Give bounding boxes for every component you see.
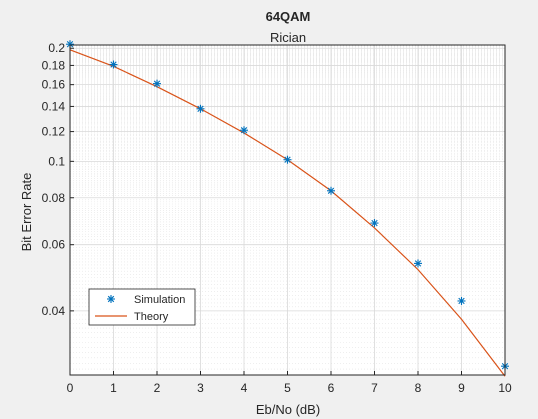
x-tick-label: 8	[415, 381, 422, 395]
y-tick-label: 0.04	[42, 304, 66, 318]
y-tick-label: 0.16	[42, 78, 66, 92]
asterisk-stroke	[153, 80, 161, 87]
asterisk-stroke	[371, 219, 378, 227]
series-layer	[66, 40, 509, 377]
simulation-point	[283, 155, 292, 164]
asterisk-stroke	[458, 297, 465, 305]
x-axis-label: Eb/No (dB)	[256, 402, 320, 417]
y-tick-label: 0.08	[42, 191, 66, 205]
x-tick-label: 10	[498, 381, 512, 395]
legend-asterisk	[107, 295, 115, 303]
y-tick-label: 0.12	[42, 125, 66, 139]
chart-subtitle: Rician	[270, 30, 306, 45]
asterisk-stroke	[107, 295, 115, 303]
legend-box	[88, 288, 196, 326]
x-tick-label: 9	[458, 381, 465, 395]
x-tick-label: 7	[371, 381, 378, 395]
y-tick-label: 0.18	[42, 58, 66, 72]
x-tick-label: 0	[67, 381, 74, 395]
legend: Simulation Theory	[88, 288, 196, 326]
x-tick-label: 1	[110, 381, 117, 395]
x-tick-label: 2	[154, 381, 161, 395]
asterisk-stroke	[110, 61, 117, 68]
asterisk-stroke	[414, 260, 422, 267]
axis-layer: 0 1 2 3 4 5 6 7 8 9 10 0.04 0.06 0.08 0.1 0.12 0.14 0.16 0…	[42, 41, 512, 395]
simulation-point	[153, 79, 161, 88]
asterisk-stroke	[327, 187, 335, 194]
asterisk-stroke	[284, 156, 291, 163]
simulation-point	[414, 259, 422, 268]
simulation-point	[109, 60, 118, 69]
y-axis-label: Bit Error Rate	[19, 173, 34, 252]
simulation-point	[327, 186, 335, 195]
x-tick-label: 4	[241, 381, 248, 395]
asterisk-stroke	[66, 41, 74, 48]
y-tick-label: 0.1	[48, 154, 65, 168]
y-tick-label: 0.14	[42, 99, 66, 113]
simulation-point	[240, 126, 248, 135]
legend-theory-label: Theory	[134, 311, 169, 323]
simulation-point	[370, 219, 379, 228]
x-tick-label: 5	[284, 381, 291, 395]
y-tick-label: 0.2	[48, 41, 65, 55]
x-tick-label: 3	[197, 381, 204, 395]
asterisk-stroke	[240, 127, 248, 134]
y-tick-label: 0.06	[42, 238, 66, 252]
legend-simulation-label: Simulation	[134, 294, 185, 306]
legend-simulation-marker	[107, 295, 115, 303]
simulation-point	[196, 104, 205, 113]
simulation-point	[457, 296, 466, 305]
x-tick-label: 6	[328, 381, 335, 395]
simulation-point	[66, 40, 74, 49]
asterisk-stroke	[197, 105, 204, 112]
chart-title: 64QAM	[266, 9, 311, 24]
